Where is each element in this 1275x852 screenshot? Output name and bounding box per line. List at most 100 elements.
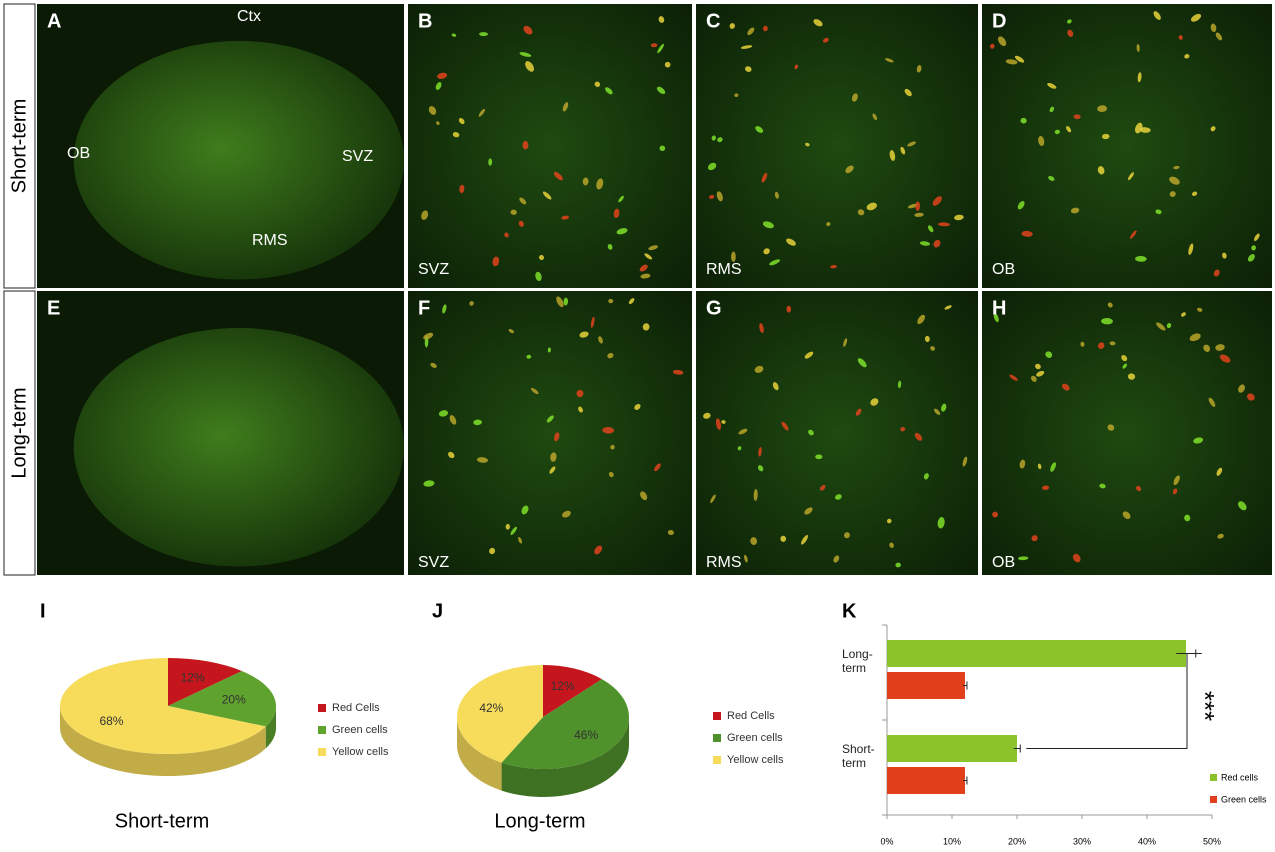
cell: [590, 316, 595, 328]
cell: [1222, 252, 1227, 259]
pie-caption: Long-term: [494, 810, 585, 832]
cell: [654, 463, 661, 472]
y-tick-label: Short-term: [842, 742, 875, 770]
cell: [927, 225, 934, 233]
panel-label: OB: [992, 261, 1015, 278]
cell: [436, 121, 440, 126]
cell: [1188, 243, 1194, 255]
cell: [1184, 54, 1190, 59]
cell: [744, 554, 748, 563]
legend-label: Red cells: [1221, 772, 1259, 782]
pie-value-label: 20%: [222, 693, 246, 707]
pie-side: [265, 706, 276, 749]
cell: [1036, 370, 1045, 377]
cell: [937, 222, 950, 227]
tissue: [73, 327, 404, 567]
cell: [437, 72, 448, 80]
cell: [804, 351, 814, 359]
cell: [510, 209, 517, 215]
legend-swatch: [713, 712, 721, 720]
cell: [648, 245, 658, 251]
cell: [553, 171, 563, 181]
cell: [716, 191, 723, 202]
cell: [845, 165, 854, 174]
legend-swatch: [318, 704, 326, 712]
cell: [618, 195, 624, 203]
cell: [561, 215, 570, 220]
cell: [1178, 35, 1183, 40]
legend-label: Red Cells: [727, 710, 775, 722]
legend-swatch: [713, 756, 721, 764]
cell: [1031, 535, 1038, 542]
cell: [659, 145, 666, 152]
cell: [857, 358, 867, 368]
cell: [904, 88, 912, 97]
cell: [1121, 355, 1128, 362]
cell: [459, 184, 465, 194]
cell: [423, 480, 435, 487]
micrograph: [408, 4, 692, 288]
cell: [608, 471, 614, 478]
cell: [813, 19, 823, 27]
panel-letter: K: [842, 600, 857, 622]
cell: [835, 494, 842, 500]
cell: [578, 406, 583, 413]
cell: [769, 259, 781, 266]
cell: [745, 66, 752, 72]
panel-letter: J: [432, 600, 443, 622]
cell: [753, 489, 758, 501]
cell: [731, 251, 736, 263]
cell: [709, 194, 715, 199]
cell: [1107, 302, 1113, 308]
cell: [998, 36, 1007, 47]
cell: [830, 265, 838, 269]
cell: [657, 43, 664, 54]
cell: [1203, 344, 1211, 352]
pie-side: [501, 717, 629, 797]
cell: [1191, 191, 1198, 196]
panel-label: SVZ: [418, 261, 449, 278]
panel-label: RMS: [706, 554, 742, 571]
cell: [438, 410, 449, 417]
micrograph: [696, 4, 978, 288]
cell: [889, 150, 896, 161]
x-tick-label: 0%: [880, 836, 893, 846]
cell: [923, 473, 929, 480]
cell: [1017, 556, 1029, 561]
pie-slice: [456, 665, 543, 763]
cell: [1172, 488, 1178, 495]
cell: [747, 27, 755, 36]
cell: [962, 456, 968, 467]
pie-value-label: 12%: [181, 671, 205, 685]
cell: [1047, 82, 1057, 89]
cell: [1045, 351, 1053, 358]
pie-value-label: 12%: [551, 679, 575, 693]
cell: [900, 146, 906, 155]
cell: [774, 191, 779, 199]
cell: [658, 16, 665, 23]
cell: [1184, 514, 1191, 522]
pie-slice: [543, 665, 602, 717]
cell: [628, 298, 635, 305]
micrograph: [696, 291, 978, 575]
cell: [1127, 373, 1136, 380]
cell: [843, 532, 850, 539]
cell: [1099, 483, 1106, 489]
cell: [915, 201, 921, 212]
cell: [761, 172, 768, 183]
cell: [656, 86, 666, 94]
cell: [763, 25, 768, 32]
cell: [1097, 342, 1105, 349]
cell: [804, 507, 813, 515]
cell: [664, 61, 671, 68]
x-tick-label: 30%: [1073, 836, 1091, 846]
cell: [808, 429, 814, 436]
panel-letter: F: [418, 297, 430, 319]
panel-label: Ctx: [237, 8, 261, 25]
cell: [672, 369, 684, 375]
cell: [907, 141, 916, 147]
cell: [1097, 105, 1108, 113]
cell: [900, 427, 906, 432]
cell: [990, 43, 995, 49]
cell: [607, 352, 614, 359]
